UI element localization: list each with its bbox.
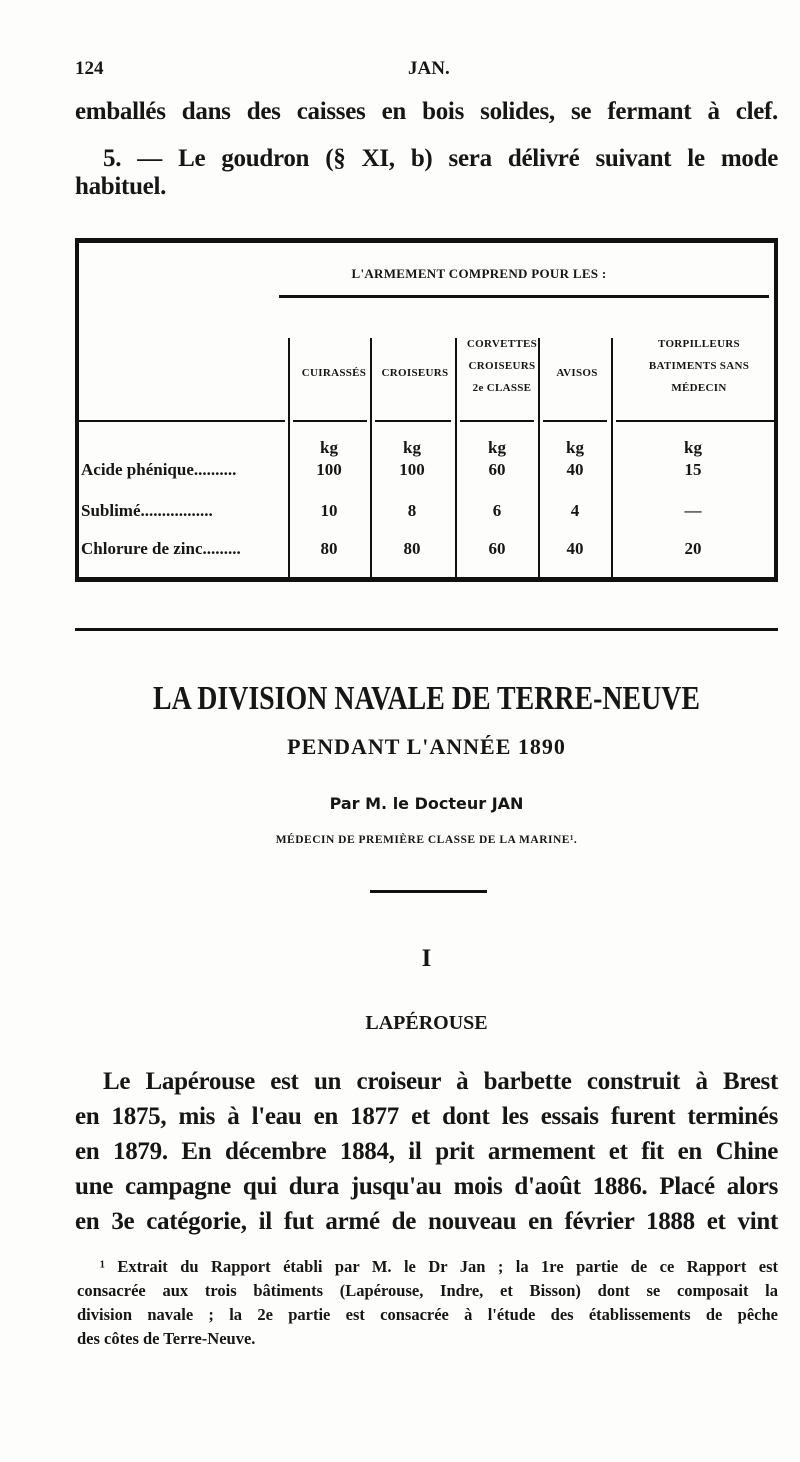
paragraph-line: en 1879. En décembre 1884, il prit armem… — [75, 1138, 778, 1165]
section-rule — [75, 628, 778, 631]
table-cell: 60 — [488, 539, 506, 558]
column-rule — [288, 338, 290, 578]
row-label: Chlorure de zinc......... — [81, 539, 241, 558]
item5-line: habituel. — [75, 173, 167, 200]
unit-label: kg — [566, 438, 584, 457]
intro-line: emballés dans des caisses en bois solide… — [75, 98, 778, 125]
table-cell: 4 — [570, 501, 580, 520]
table-caption: L'ARMEMENT COMPREND POUR LES : — [351, 266, 607, 281]
paragraph-line: Le Lapérouse est un croiseur à barbette … — [103, 1068, 778, 1095]
header-rule — [616, 420, 774, 422]
table-cell: 80 — [320, 539, 338, 558]
row-label: Acide phénique.......... — [81, 460, 237, 479]
column-rule — [611, 338, 613, 578]
table-cell: 6 — [492, 501, 502, 520]
table-cell: 40 — [566, 539, 584, 558]
table-cell: 40 — [566, 460, 584, 479]
col-header: AVISOS — [556, 367, 598, 379]
col-header: TORPILLEURS BATIMENTS SANS MÉDECIN — [648, 338, 750, 394]
table-cell: 100 — [399, 460, 425, 479]
column-rule — [370, 338, 372, 578]
page-number: 124 — [75, 58, 104, 79]
header-rule — [543, 420, 607, 422]
table-cell: 8 — [407, 501, 417, 520]
table-cell: 15 — [684, 460, 702, 479]
paragraph-line: une campagne qui dura jusqu'au mois d'ao… — [75, 1173, 778, 1200]
footnote-line: des côtes de Terre-Neuve. — [77, 1329, 256, 1348]
footnote-line: consacrée aux trois bâtiments (Lapérouse… — [77, 1281, 778, 1300]
unit-label: kg — [320, 438, 338, 457]
column-rule — [538, 338, 540, 578]
unit-label: kg — [684, 438, 702, 457]
table-cell: 60 — [488, 460, 506, 479]
table-cell: 10 — [320, 501, 338, 520]
item5-line: 5. — Le goudron (§ XI, b) sera délivré s… — [103, 145, 778, 172]
caption-brace — [279, 295, 769, 298]
short-rule — [370, 890, 487, 893]
table-cell: — — [684, 501, 702, 520]
section-number: I — [421, 945, 432, 972]
paragraph-line: en 1875, mis à l'eau en 1877 et dont les… — [75, 1103, 778, 1130]
row-label: Sublimé................. — [81, 501, 213, 520]
article-title: LA DIVISION NAVALE DE TERRE-NEUVE — [153, 680, 700, 717]
table-cell: 100 — [316, 460, 342, 479]
unit-label: kg — [488, 438, 506, 457]
armament-table: L'ARMEMENT COMPREND POUR LES : CUIRASSÉS… — [75, 238, 778, 582]
header-rule — [375, 420, 451, 422]
article-subtitle: PENDANT L'ANNÉE 1890 — [287, 734, 566, 759]
col-header: CROISEURS — [381, 367, 449, 379]
footnote-line: division navale ; la 2e partie est consa… — [77, 1305, 778, 1324]
col-header: CUIRASSÉS — [301, 367, 367, 379]
unit-label: kg — [403, 438, 421, 457]
table-cell: 80 — [403, 539, 421, 558]
table-cell: 20 — [684, 539, 702, 558]
section-title: LAPÉROUSE — [365, 1012, 488, 1034]
author-role: MÉDECIN DE PREMIÈRE CLASSE DE LA MARINE¹… — [275, 834, 578, 846]
header-rule — [79, 420, 285, 422]
paragraph-line: en 3e catégorie, il fut armé de nouveau … — [75, 1208, 778, 1235]
byline: Par M. le Docteur JAN — [329, 794, 524, 813]
column-rule — [455, 338, 457, 578]
footnote-line: ¹ Extrait du Rapport établi par M. le Dr… — [100, 1257, 778, 1276]
header-rule — [293, 420, 367, 422]
running-title: JAN. — [408, 58, 450, 79]
col-header: CORVETTES CROISEURS 2e CLASSE — [466, 338, 538, 394]
header-rule — [460, 420, 534, 422]
